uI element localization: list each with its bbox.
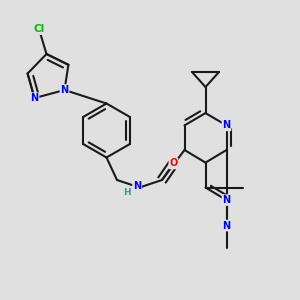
Text: O: O: [169, 158, 178, 169]
Text: Cl: Cl: [33, 24, 45, 34]
Text: N: N: [133, 181, 141, 191]
Text: N: N: [222, 220, 231, 231]
Text: N: N: [60, 85, 69, 95]
Text: N: N: [222, 120, 231, 130]
Text: N: N: [30, 93, 39, 103]
Text: N: N: [222, 195, 231, 205]
Text: H: H: [123, 188, 131, 197]
